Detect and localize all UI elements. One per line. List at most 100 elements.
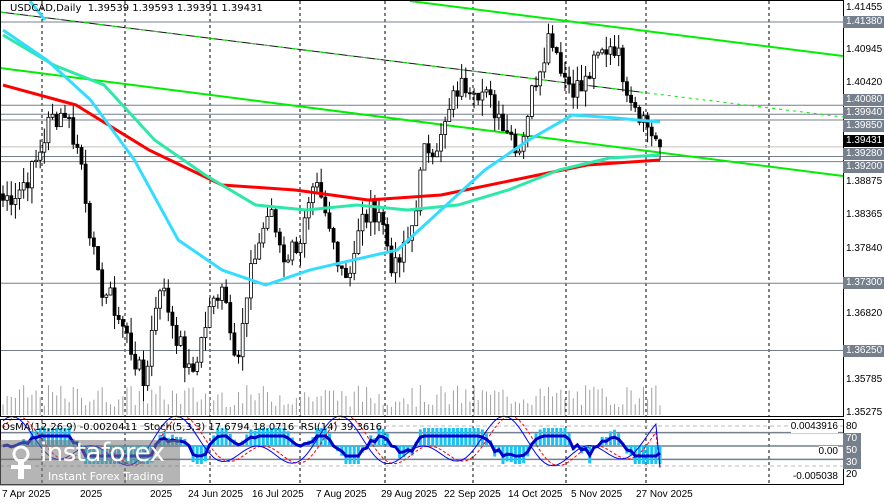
bear-candle (323, 196, 328, 214)
bull-candle (17, 189, 22, 199)
bull-candle (207, 306, 212, 328)
price-level-label: 1.39850 (843, 120, 884, 132)
bear-candle (83, 163, 88, 204)
date-tick: 7 Aug 2025 (316, 489, 367, 500)
bear-candle (430, 152, 435, 158)
bear-candle (54, 113, 59, 128)
bull-candle (546, 33, 551, 64)
bear-candle (92, 237, 96, 247)
bull-candle (244, 297, 249, 324)
bull-candle (42, 142, 47, 153)
bear-candle (319, 182, 324, 198)
bear-candle (327, 212, 332, 229)
bull-candle (162, 287, 167, 292)
date-tick: 16 Jul 2025 (252, 489, 304, 500)
price-tick: 1.36820 (846, 308, 883, 320)
bear-candle (236, 354, 241, 358)
stoch-signal-line (2, 415, 661, 468)
bear-candle (191, 363, 195, 372)
bear-candle (133, 353, 138, 370)
bull-candle (34, 159, 38, 162)
instaforex-logo-icon (11, 445, 31, 479)
bull-candle (257, 242, 262, 260)
bear-candle (277, 231, 282, 246)
bull-candle (265, 216, 270, 229)
bull-candle (418, 169, 423, 212)
bull-candle (583, 75, 588, 92)
bull-candle (199, 337, 204, 363)
bear-candle (129, 332, 133, 355)
date-tick: 29 Aug 2025 (381, 489, 438, 500)
bull-candle (145, 365, 150, 387)
price-tick: 1.41455 (846, 2, 883, 13)
bull-candle (58, 112, 63, 128)
bear-candle (25, 182, 30, 189)
bear-candle (120, 319, 125, 327)
bear-candle (567, 76, 571, 85)
bear-candle (550, 33, 555, 48)
ma-mid-line (2, 33, 661, 212)
bull-candle (393, 257, 398, 274)
bull-candle (443, 121, 448, 135)
bear-candle (397, 257, 402, 263)
logo-brand: instaforex (40, 438, 165, 468)
bear-candle (505, 130, 510, 133)
bull-candle (253, 258, 257, 265)
bear-candle (125, 325, 129, 334)
bull-candle (220, 286, 224, 301)
bull-candle (240, 323, 245, 358)
bear-candle (633, 102, 638, 108)
price-level-label: 1.41380 (843, 16, 884, 28)
bear-candle (488, 89, 493, 96)
bear-candle (9, 195, 14, 205)
bull-candle (596, 52, 600, 56)
bear-candle (100, 269, 105, 298)
price-tick: 1.37840 (846, 242, 883, 254)
bear-candle (381, 212, 386, 225)
bull-candle (187, 363, 191, 368)
bull-candle (153, 307, 158, 331)
bull-candle (286, 259, 291, 263)
price-tick: 1.35275 (846, 406, 883, 418)
current-price-label: 1.39431 (843, 135, 884, 147)
bull-candle (517, 150, 522, 154)
bear-candle (385, 224, 390, 247)
bear-candle (282, 244, 286, 263)
bull-candle (542, 62, 547, 73)
bear-candle (426, 143, 431, 154)
bear-candle (649, 126, 654, 137)
price-level-label: 1.39200 (843, 161, 884, 173)
indicator-level-label: 50 (843, 445, 861, 457)
bear-candle (476, 92, 481, 101)
bear-candle (294, 241, 299, 253)
price-tick: 1.38875 (846, 176, 883, 188)
bear-candle (215, 297, 220, 301)
ma-fast-line (2, 28, 661, 287)
price-level-label: 1.39280 (843, 148, 884, 160)
price-level-label: 1.37300 (843, 277, 884, 290)
lower-channel-trendline (0, 67, 844, 177)
bull-candle (459, 77, 464, 97)
logo-tagline: Instant Forex Trading (48, 470, 164, 483)
bull-candle (377, 212, 381, 223)
bull-candle (447, 108, 452, 122)
bear-candle (563, 72, 567, 78)
indicator-level-label: 20 (846, 469, 858, 480)
bull-candle (21, 182, 26, 191)
trendlines[interactable] (0, 0, 844, 177)
bull-candle (525, 116, 530, 137)
bear-candle (604, 49, 609, 55)
bear-candle (579, 80, 584, 92)
bull-candle (38, 151, 43, 161)
bull-candle (311, 186, 315, 204)
indicator-level-label: 30 (843, 457, 861, 469)
bear-candle (587, 75, 592, 79)
price-tick: 1.38365 (846, 209, 883, 221)
date-tick: 27 Nov 2025 (636, 489, 693, 500)
bull-candle (195, 361, 200, 372)
bear-candle (364, 213, 369, 223)
volume-bars (2, 385, 661, 415)
bull-candle (451, 90, 456, 110)
horizontal-levels (0, 21, 843, 352)
